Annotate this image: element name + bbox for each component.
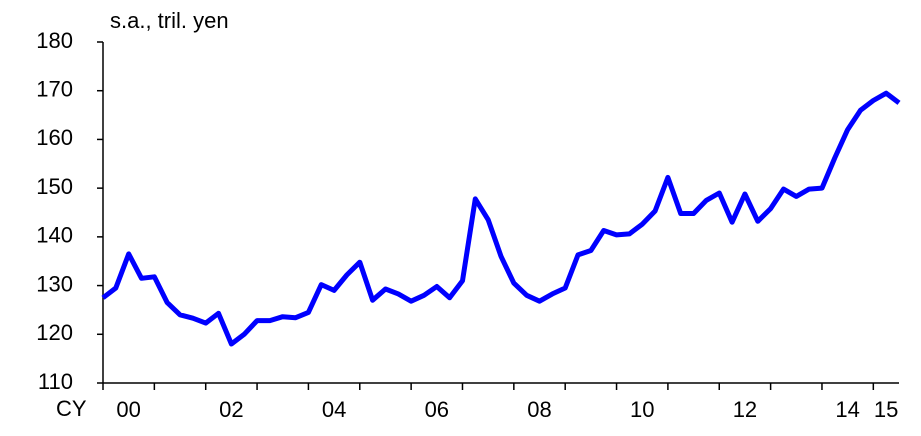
y-tick-label: 180 bbox=[36, 28, 73, 53]
unit-label: s.a., tril. yen bbox=[110, 8, 229, 33]
y-tick-label: 130 bbox=[36, 271, 73, 296]
y-tick-label: 120 bbox=[36, 320, 73, 345]
x-prefix: CY bbox=[56, 396, 87, 421]
x-tick-label: 12 bbox=[733, 397, 757, 422]
y-tick-label: 140 bbox=[36, 223, 73, 248]
y-tick-label: 170 bbox=[36, 77, 73, 102]
x-tick-label: 14 bbox=[835, 397, 859, 422]
x-tick-label: 02 bbox=[219, 397, 243, 422]
y-tick-label: 110 bbox=[38, 369, 73, 394]
data-line bbox=[101, 90, 901, 347]
y-tick-label: 160 bbox=[36, 125, 73, 150]
x-tick-label: 04 bbox=[322, 397, 346, 422]
x-tick-label: 08 bbox=[527, 397, 551, 422]
x-tick-label: 15 bbox=[874, 397, 898, 422]
y-tick-label: 150 bbox=[36, 174, 73, 199]
x-tick-label: 10 bbox=[630, 397, 654, 422]
x-tick-label: 06 bbox=[425, 397, 449, 422]
x-tick-label: 00 bbox=[116, 397, 140, 422]
